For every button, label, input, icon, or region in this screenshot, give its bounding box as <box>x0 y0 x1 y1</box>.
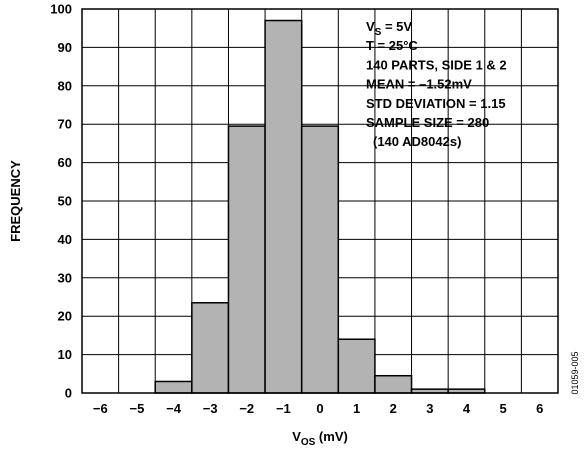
x-axis-label-sub: OS <box>301 437 316 448</box>
x-axis-label-unit: (mV) <box>315 429 348 444</box>
plot-frame <box>81 8 559 394</box>
x-tick-labels: −6 −5 −4 −3 −2 −1 0 1 2 3 4 5 6 <box>93 401 543 416</box>
y-tick-label: 10 <box>58 347 72 362</box>
histogram-bar <box>374 374 413 394</box>
histogram-bar <box>337 338 376 394</box>
x-tick-label: 3 <box>426 401 433 416</box>
histogram-bar <box>154 380 193 394</box>
y-tick-label: 100 <box>50 2 72 17</box>
histogram-bar <box>300 125 340 394</box>
x-tick-label: −6 <box>93 401 108 416</box>
x-tick-label: 2 <box>390 401 397 416</box>
x-tick-label: −4 <box>166 401 182 416</box>
y-tick-label: 20 <box>58 309 72 324</box>
y-tick-label: 0 <box>65 386 72 401</box>
annotation-block: VS = 5VT = 25°C 140 PARTS, SIDE 1 & 2 MEAN… <box>366 19 507 149</box>
annotation-line: STD DEVIATION = 1.15 <box>366 96 506 111</box>
x-axis-label-main: V <box>292 429 301 444</box>
y-tick-label: 50 <box>58 194 72 209</box>
y-tick-label: 60 <box>58 155 72 170</box>
x-tick-label: 4 <box>463 401 471 416</box>
bars <box>154 19 486 394</box>
histogram-bar <box>264 19 303 394</box>
figure-id: 01059-005 <box>570 351 580 394</box>
annotation-line: SAMPLE SIZE = 280 <box>366 115 489 130</box>
x-tick-label: 5 <box>499 401 506 416</box>
x-tick-label: −1 <box>276 401 291 416</box>
annotation-line: VS = 5V <box>366 19 412 38</box>
y-tick-label: 40 <box>58 232 72 247</box>
y-axis-label: FREQUENCY <box>8 160 23 242</box>
y-tick-label: 80 <box>58 78 72 93</box>
x-tick-label: 6 <box>536 401 543 416</box>
annotation-line: T = 25°C <box>366 38 418 53</box>
x-tick-label: −2 <box>239 401 254 416</box>
annotation-line: MEAN = –1.52mV <box>366 77 472 92</box>
annotation-line: (140 AD8042s) <box>373 134 461 149</box>
y-tick-label: 70 <box>58 117 72 132</box>
x-axis-label: VOS (mV) <box>292 429 348 448</box>
y-tick-label: 30 <box>58 270 72 285</box>
x-tick-label: 0 <box>316 401 323 416</box>
y-tick-label: 90 <box>58 40 72 55</box>
annotation-line: 140 PARTS, SIDE 1 & 2 <box>366 57 507 72</box>
histogram-bar <box>227 125 266 394</box>
x-tick-label: −5 <box>130 401 145 416</box>
x-tick-label: 1 <box>353 401 360 416</box>
y-tick-labels: 0 10 20 30 40 50 60 70 80 90 100 <box>50 2 72 401</box>
x-tick-label: −3 <box>203 401 218 416</box>
histogram-bar <box>191 302 230 394</box>
